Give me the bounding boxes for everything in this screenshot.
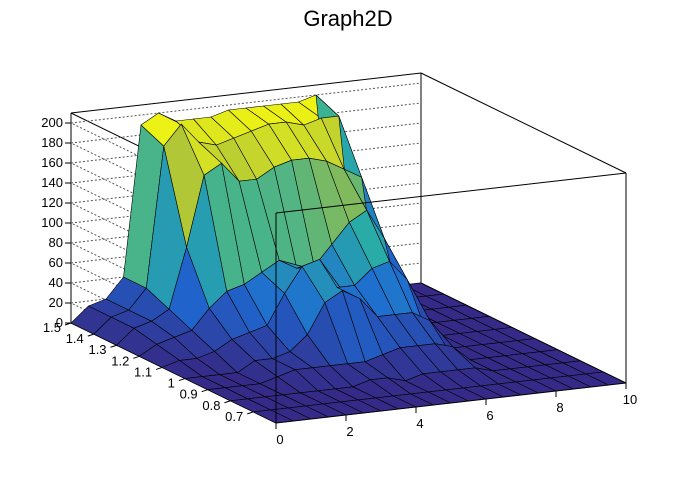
z-tick-label: 0 xyxy=(56,315,63,330)
x-tick-label: 0 xyxy=(276,432,283,447)
y-tick xyxy=(224,400,231,404)
front-frame xyxy=(275,72,627,424)
floor-edge-right xyxy=(420,282,627,384)
chart-title: Graph2D xyxy=(303,6,392,31)
z-tick-label: 120 xyxy=(41,195,63,210)
front-bottom-edge xyxy=(275,382,627,424)
z-tick-label: 140 xyxy=(41,175,63,190)
y-tick xyxy=(201,389,208,393)
x-tick-label: 4 xyxy=(416,416,423,431)
y-tick-label: 1.2 xyxy=(111,353,129,368)
surface-mesh xyxy=(70,94,627,424)
x-axis: 0 2 4 6 8 10 xyxy=(275,383,637,447)
top-edge-back xyxy=(70,72,422,114)
y-axis: 0.7 0.8 0.9 1 1.1 1.2 1.3 1.4 1.5 xyxy=(43,320,254,424)
z-tick-label: 20 xyxy=(49,295,63,310)
y-tick xyxy=(87,333,94,337)
y-tick-label: 1 xyxy=(168,376,175,391)
z-tick-label: 80 xyxy=(49,235,63,250)
z-tick-label: 200 xyxy=(41,115,63,130)
y-tick xyxy=(247,411,254,415)
y-tick-label: 1.3 xyxy=(88,342,106,357)
y-tick-label: 1.4 xyxy=(66,331,84,346)
z-tick-label: 60 xyxy=(49,255,63,270)
z-tick-label: 100 xyxy=(41,215,63,230)
y-tick xyxy=(110,344,117,348)
x-tick-label: 10 xyxy=(623,392,637,407)
z-tick-label: 180 xyxy=(41,135,63,150)
gridline-back-wall xyxy=(70,82,422,124)
y-tick xyxy=(178,378,186,382)
y-tick xyxy=(133,355,140,359)
top-edge-right xyxy=(420,72,627,174)
y-tick xyxy=(155,366,163,370)
z-tick-label: 40 xyxy=(49,275,63,290)
x-tick-label: 8 xyxy=(556,400,563,415)
z-axis: 0 20 40 60 80 100 120 140 160 180 200 xyxy=(41,115,71,330)
y-tick-label: 0.9 xyxy=(180,387,198,402)
y-tick-label: 1.1 xyxy=(134,364,152,379)
front-top-edge xyxy=(275,172,627,214)
z-tick-label: 160 xyxy=(41,155,63,170)
x-tick-label: 2 xyxy=(346,424,353,439)
y-tick-label: 0.8 xyxy=(202,398,220,413)
y-tick-label: 1.5 xyxy=(43,320,61,335)
x-tick-label: 6 xyxy=(486,408,493,423)
y-tick-label: 0.7 xyxy=(225,409,243,424)
